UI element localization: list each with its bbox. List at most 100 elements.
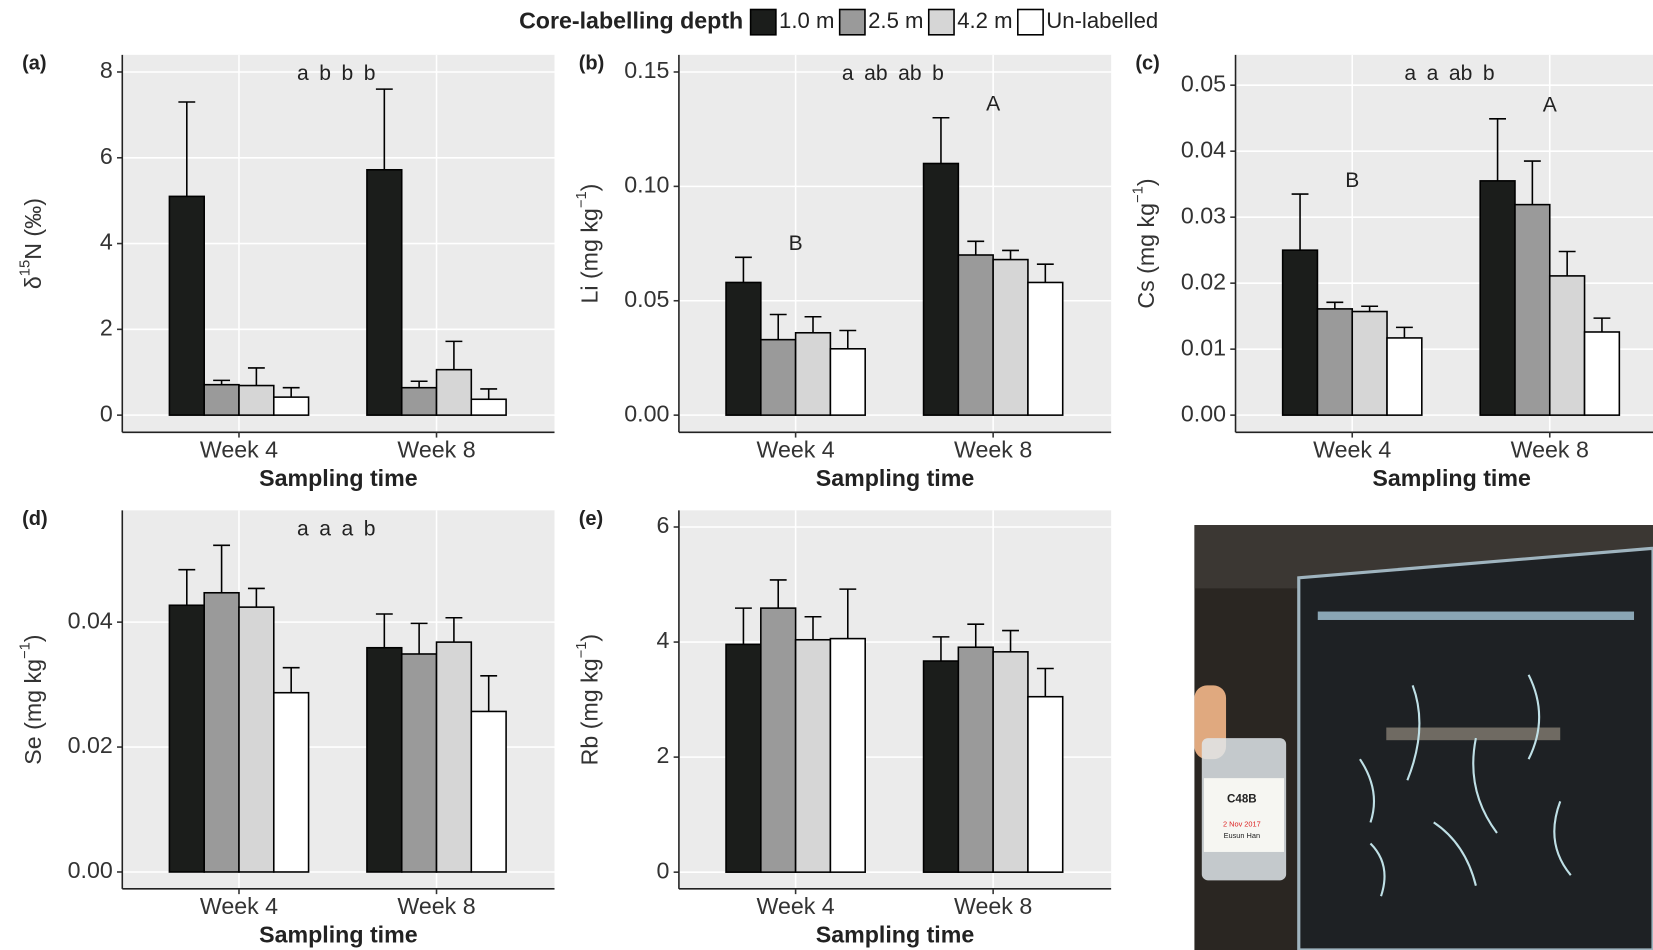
- y-tick-label: 4: [657, 627, 670, 653]
- bar: [1027, 281, 1064, 416]
- y-axis-title-part: Rb (mg kg: [577, 658, 603, 765]
- bar: [992, 258, 1029, 416]
- y-axis-title-part: Li (mg kg: [577, 208, 603, 303]
- photo: C48B 2 Nov 2017 Eusun Han: [1194, 525, 1653, 950]
- bar: [725, 281, 762, 416]
- series-letter: ab: [1449, 61, 1472, 84]
- bar: [203, 591, 240, 873]
- bar: [829, 348, 866, 416]
- error-bar: [932, 116, 950, 164]
- series-letter: b: [1483, 61, 1495, 84]
- series-letter: b: [364, 517, 376, 540]
- y-tick-label: 0: [100, 400, 113, 426]
- x-axis-title: Sampling time: [259, 465, 418, 491]
- group-letter: A: [1543, 94, 1558, 117]
- legend-swatch: [838, 8, 866, 36]
- bar: [1027, 695, 1064, 873]
- bar: [435, 641, 473, 873]
- y-tick-label: 2: [100, 314, 113, 340]
- error-bar: [375, 88, 393, 170]
- legend-label: Un-labelled: [1046, 8, 1158, 33]
- legend-label: 4.2 m: [957, 8, 1012, 33]
- error-bar: [445, 616, 463, 643]
- series-letter: a: [297, 61, 309, 84]
- legend-label: 1.0 m: [779, 8, 834, 33]
- y-tick-label: 0.03: [1181, 202, 1226, 228]
- bar: [470, 398, 507, 416]
- series-letter: b: [319, 61, 331, 84]
- error-bar: [734, 256, 752, 283]
- series-letter: a: [342, 517, 354, 540]
- x-axis-title: Sampling time: [816, 465, 975, 491]
- error-bar: [967, 623, 985, 648]
- y-tick-label: 6: [100, 143, 113, 169]
- y-axis-title-part: ): [1133, 178, 1159, 186]
- bar: [725, 643, 762, 873]
- group-letter: A: [986, 93, 1001, 116]
- y-axis-title-sup: −1: [17, 642, 33, 659]
- cup-label-id: C48B: [1227, 793, 1257, 805]
- bar: [1281, 249, 1319, 416]
- error-bar: [734, 607, 752, 645]
- cup-label: [1203, 778, 1285, 852]
- error-bar: [769, 313, 787, 340]
- y-tick-label: 2: [657, 742, 670, 768]
- bar: [435, 368, 473, 416]
- x-axis-title: Sampling time: [259, 921, 418, 947]
- x-axis-title: Sampling time: [1372, 465, 1531, 491]
- y-tick-label: 0.00: [1181, 400, 1226, 426]
- bar: [760, 338, 797, 416]
- error-bar: [247, 367, 265, 386]
- bar: [400, 653, 438, 873]
- panel-label: (d): [22, 508, 48, 530]
- x-tick-label: Week 4: [757, 893, 835, 919]
- y-axis-title-sup: −1: [1130, 186, 1146, 203]
- series-letter: a: [319, 517, 331, 540]
- bar: [366, 646, 403, 873]
- error-bar: [1523, 160, 1541, 205]
- error-bar: [375, 613, 393, 648]
- error-bar: [967, 240, 985, 256]
- bar: [1514, 203, 1551, 416]
- series-letter: a: [1427, 61, 1439, 84]
- y-axis-title-sup: 15: [17, 260, 33, 276]
- bar: [238, 384, 275, 416]
- cup-label-date: 2 Nov 2017: [1223, 819, 1261, 828]
- legend-swatch: [749, 8, 777, 36]
- bar: [168, 195, 205, 416]
- x-tick-label: Week 8: [397, 893, 475, 919]
- y-axis-title-part: Cs (mg kg: [1133, 203, 1159, 309]
- series-letter: ab: [864, 61, 887, 84]
- bar: [272, 396, 310, 416]
- y-tick-label: 0.04: [68, 607, 113, 633]
- cup-label-name: Eusun Han: [1224, 831, 1260, 840]
- tank-bar: [1386, 727, 1561, 741]
- error-bar: [804, 615, 822, 640]
- bar: [794, 331, 832, 416]
- y-tick-label: 0.00: [624, 400, 669, 426]
- x-axis-title: Sampling time: [816, 921, 975, 947]
- bar: [760, 607, 797, 873]
- y-axis-title-part: ): [577, 634, 603, 642]
- y-axis-title-part: δ: [20, 276, 46, 289]
- y-axis-title: Se (mg kg−1): [17, 634, 46, 764]
- y-tick-label: 0.10: [624, 171, 669, 197]
- error-bar: [410, 380, 428, 388]
- x-tick-label: Week 8: [954, 436, 1032, 462]
- error-bar: [213, 544, 231, 593]
- roots: [1359, 674, 1572, 897]
- y-axis-title: Rb (mg kg−1): [574, 634, 603, 766]
- bar: [1583, 331, 1621, 416]
- y-axis-title-part: N (‰): [20, 198, 46, 260]
- panel-label: (e): [579, 508, 603, 530]
- y-tick-label: 0.04: [1181, 136, 1226, 162]
- error-bar: [480, 675, 498, 712]
- error-bar: [480, 388, 498, 400]
- series-letter: b: [342, 61, 354, 84]
- error-bar: [410, 622, 428, 654]
- y-tick-label: 0.05: [624, 286, 669, 312]
- bar: [238, 606, 275, 873]
- bar: [168, 604, 205, 873]
